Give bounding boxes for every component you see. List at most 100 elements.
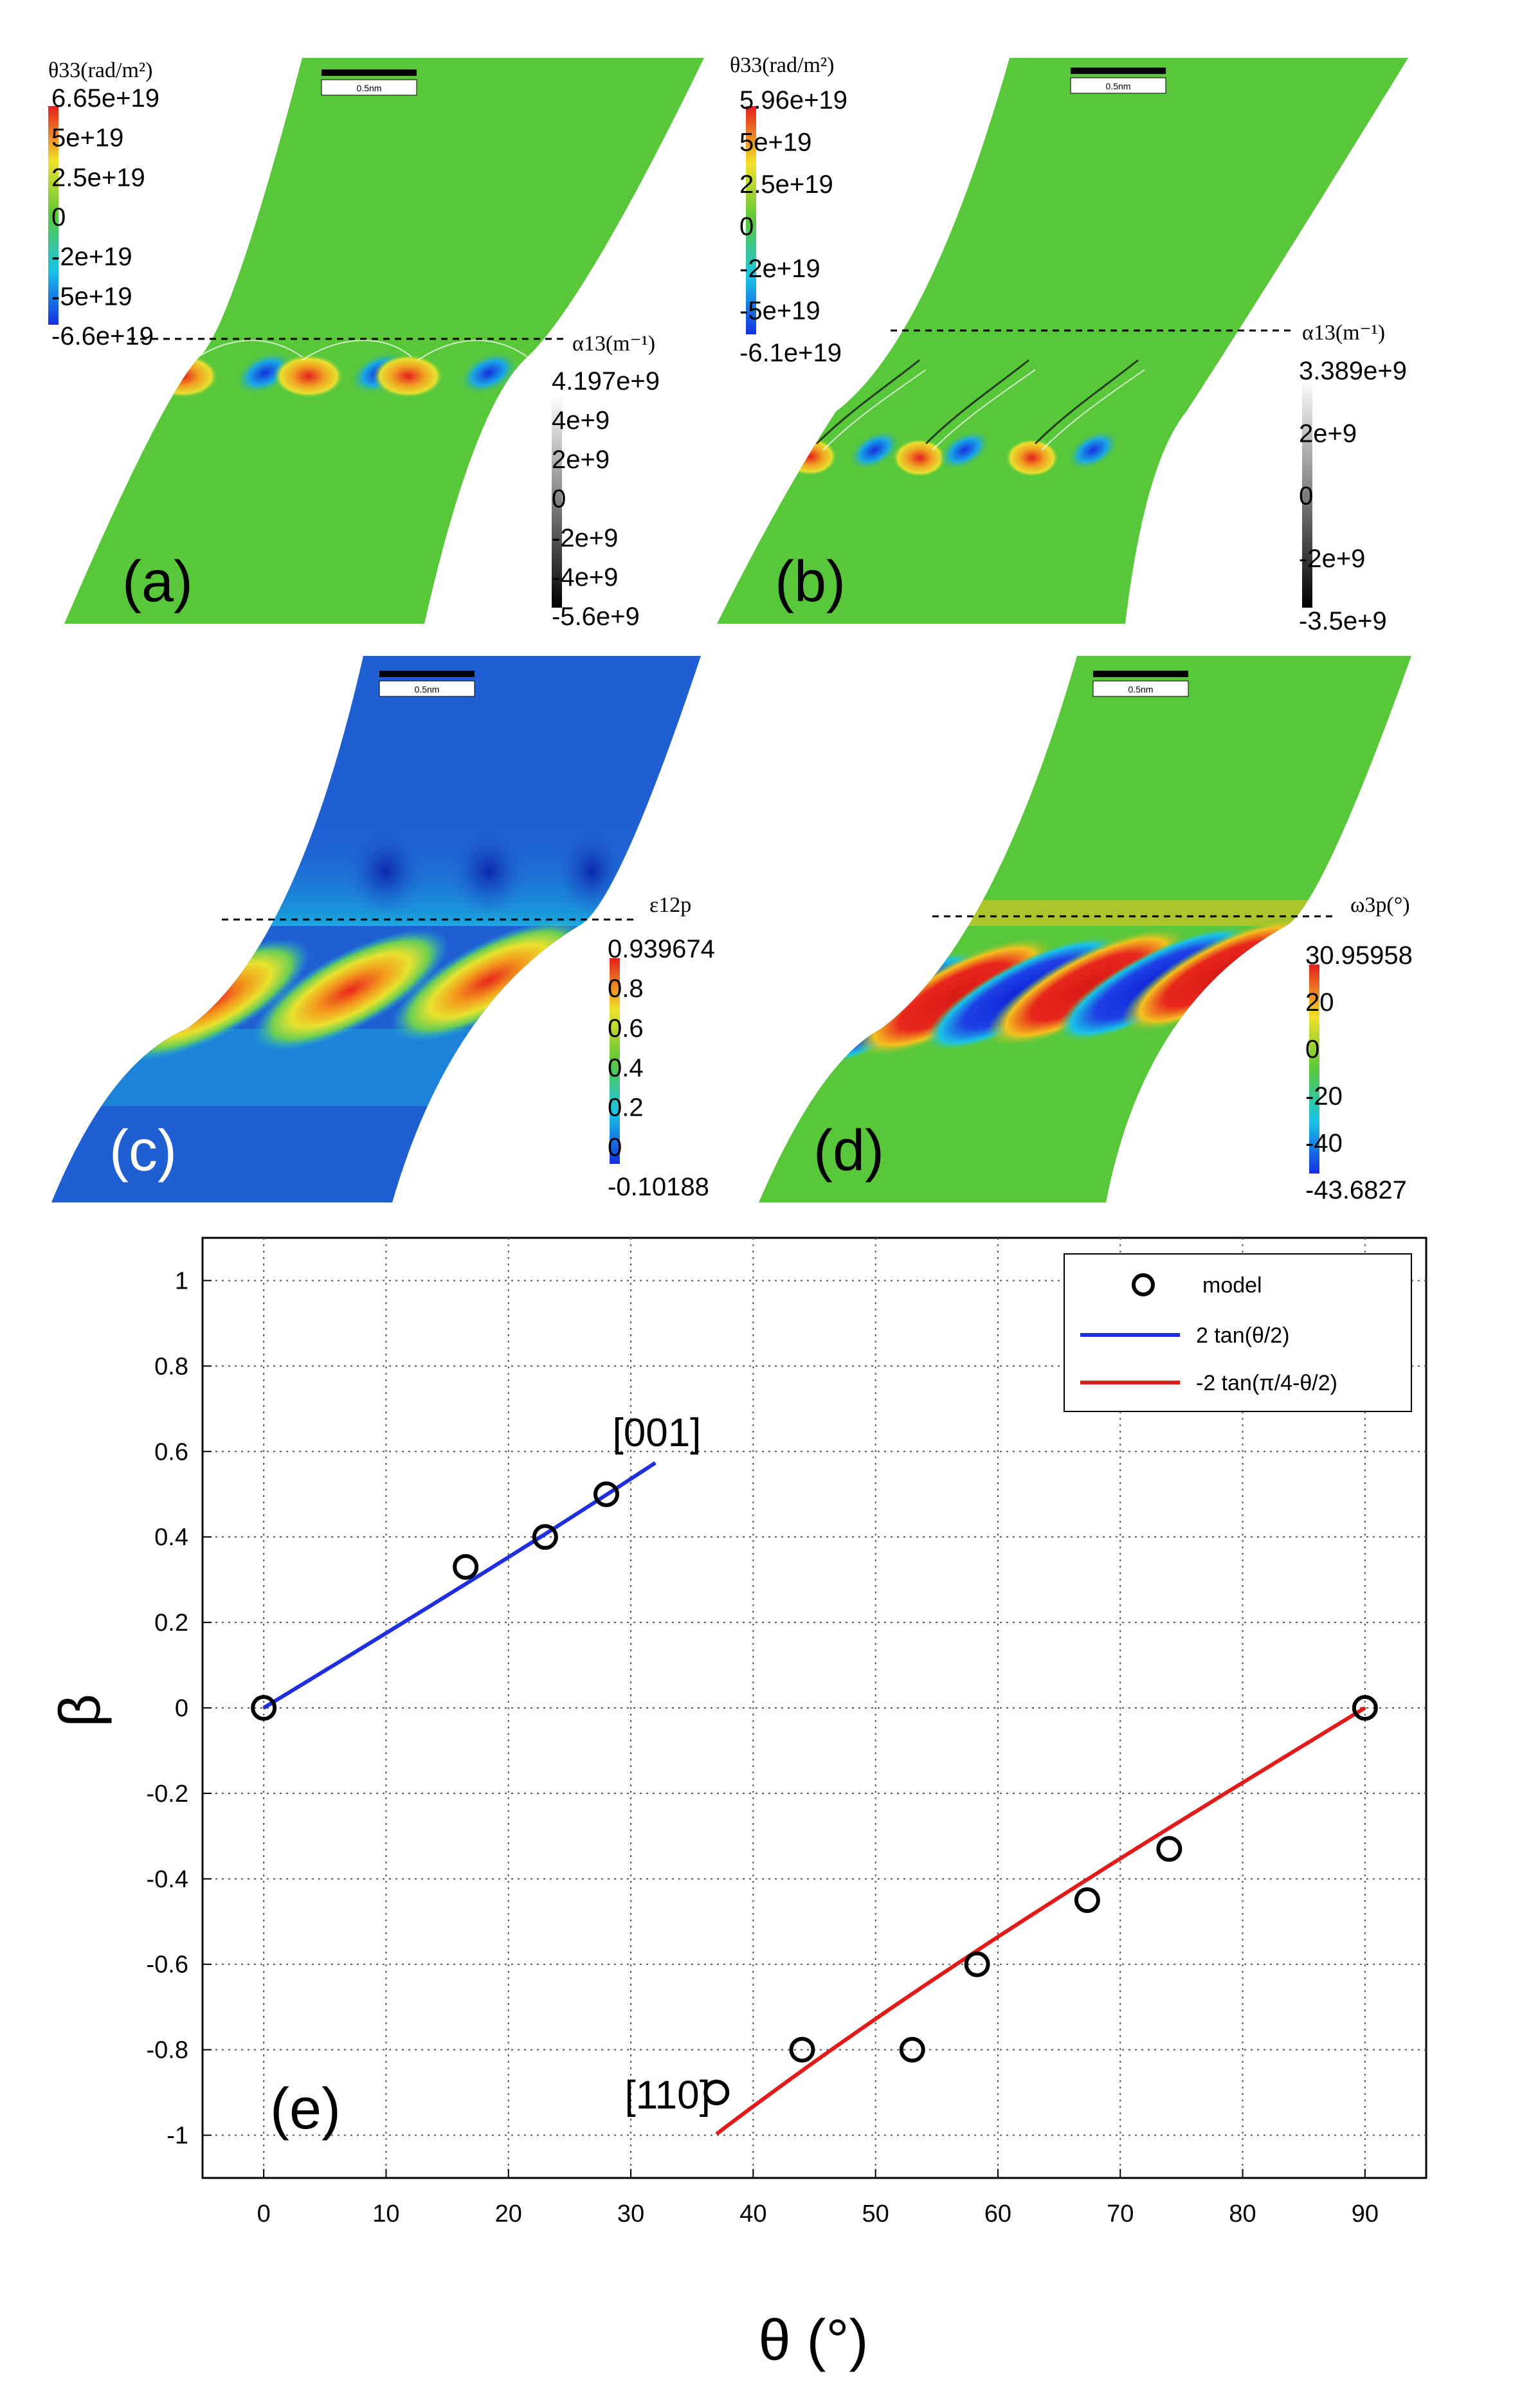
model-point-10	[1352, 1695, 1378, 1721]
y-tick-label-2: 0.6	[154, 1438, 188, 1465]
panel-c-cb-tick-0: 0.939674	[608, 935, 715, 963]
chart-points	[251, 1481, 1378, 2106]
panel-a-scale-label: 0.5nm	[357, 83, 382, 93]
panel-a-cb2-tick-5: -4e+9	[552, 563, 618, 592]
panel-b-cb1-tick-6: -6.1e+19	[739, 339, 842, 367]
panel-b-cb1-ticks: 5.96e+19 5e+19 2.5e+19 0 -2e+19 -5e+19 -6.1e+1…	[739, 86, 847, 367]
panel-b-scale-label: 0.5nm	[1106, 81, 1131, 91]
panel-d-cb-tick-0: 30.95958	[1305, 941, 1413, 970]
x-tick-label-9: 90	[1352, 2200, 1379, 2227]
panel-c: 0.5nm (c) ε12p 0.939674 0.8 0.6 0.4 0.2 0 -0.1…	[51, 656, 715, 1202]
panel-c-cb-tick-6: -0.10188	[608, 1173, 709, 1201]
model-point-9	[1156, 1836, 1182, 1862]
panel-a-cb2-tick-2: 2e+9	[552, 446, 610, 474]
chart-y-ticks: 1 0.8 0.6 0.4 0.2 0 -0.2 -0.4 -0.6 -0.8 -1	[147, 1267, 212, 2150]
chart-annotations: [001] [110]	[613, 1411, 711, 2117]
y-tick-label-7: -0.4	[147, 1866, 188, 1893]
panel-d-cb-title: ω3p(°)	[1350, 893, 1410, 917]
panel-d-cb-tick-1: 20	[1305, 988, 1334, 1017]
model-point-0	[251, 1695, 277, 1721]
legend-model-marker	[1132, 1273, 1155, 1296]
model-point-2	[532, 1524, 558, 1550]
model-point-6	[899, 2036, 925, 2063]
panel-a-cb2-tick-3: 0	[552, 485, 566, 513]
chart-x-label: θ (°)	[759, 2308, 869, 2373]
panel-b-cb2-ticks: 3.389e+9 2e+9 0 -2e+9 -3.5e+9	[1299, 357, 1407, 635]
panel-a-cb1-bar	[48, 106, 59, 325]
panel-d-cb-bar	[1309, 965, 1319, 1174]
model-point-7	[964, 1951, 990, 1977]
model-point-8	[1074, 1887, 1100, 1914]
y-tick-label-8: -0.6	[147, 1952, 188, 1979]
series-line-red	[715, 1706, 1366, 2136]
panel-c-cb-tick-5: 0	[608, 1133, 622, 1161]
panel-a-cb1-tick-1: 5e+19	[51, 124, 123, 152]
panel-a-cb2-ticks: 4.197e+9 4e+9 2e+9 0 -2e+9 -4e+9 -5.6e+9	[552, 367, 660, 631]
panel-b-cb1-tick-1: 5e+19	[739, 129, 811, 157]
panel-c-cb-ticks: 0.939674 0.8 0.6 0.4 0.2 0 -0.10188	[608, 935, 715, 1201]
legend-model-label: model	[1202, 1273, 1262, 1298]
panel-a: 0.5nm (a) θ33(rad/m²) 6.65e+19 5e+19 2.5e+…	[48, 58, 704, 631]
panel-d-cb-ticks: 30.95958 20 0 -20 -40 -43.6827	[1305, 941, 1413, 1204]
panel-a-cb2-tick-1: 4e+9	[552, 406, 610, 435]
panel-c-field	[51, 823, 694, 1106]
x-tick-label-2: 20	[495, 2200, 522, 2227]
panel-b-cb1-tick-4: -2e+19	[739, 255, 820, 283]
x-tick-label-5: 50	[862, 2200, 889, 2227]
panel-a-label: (a)	[122, 550, 193, 614]
panel-c-cb-bar	[610, 958, 620, 1164]
y-tick-label-4: 0.2	[154, 1610, 188, 1637]
annotation-1: [110]	[625, 2073, 711, 2117]
panel-c-cb-tick-4: 0.2	[608, 1094, 644, 1122]
panel-e-chart: 0 10 20 30 40 50 60 70 80 90 1 0.8 0.6 0.4 0.2 0 -0.2 -0…	[48, 1237, 1427, 2373]
y-tick-label-3: 0.4	[154, 1524, 188, 1551]
panel-a-cb1-tick-2: 2.5e+19	[51, 163, 145, 192]
panel-b-label: (b)	[775, 550, 846, 614]
panel-d-cb-tick-2: 0	[1305, 1035, 1319, 1064]
legend-blue-label: 2 tan(θ/2)	[1196, 1323, 1290, 1348]
panel-c-cb-title: ε12p	[649, 893, 691, 917]
y-tick-label-9: -0.8	[147, 2037, 188, 2064]
chart-x-ticks: 0 10 20 30 40 50 60 70 80 90	[257, 2169, 1379, 2227]
panel-c-scale-label: 0.5nm	[415, 684, 440, 694]
annotation-0: [001]	[613, 1411, 702, 1455]
panel-a-cb1-tick-5: -5e+19	[51, 282, 132, 311]
panel-b-cb1-tick-3: 0	[739, 213, 754, 241]
panel-d-scale-label: 0.5nm	[1128, 684, 1154, 694]
panel-b-cb2-bar	[1302, 379, 1312, 608]
panel-b-cb1-tick-2: 2.5e+19	[739, 170, 833, 199]
panel-b-cb1-title: θ33(rad/m²)	[730, 53, 834, 77]
panel-b-cb2-tick-1: 2e+9	[1299, 419, 1357, 448]
y-tick-label-5: 0	[175, 1695, 188, 1722]
panel-c-cb-tick-3: 0.4	[608, 1054, 644, 1082]
panel-b-domain	[717, 58, 1408, 624]
panel-a-cb2-tick-4: -2e+9	[552, 524, 618, 552]
y-tick-label-1: 0.8	[154, 1353, 188, 1380]
panel-a-cb2-tick-0: 4.197e+9	[552, 367, 660, 395]
panel-a-cb1-ticks: 6.65e+19 5e+19 2.5e+19 0 -2e+19 -5e+19 -6.6e+1…	[51, 84, 159, 350]
panel-c-cb-tick-1: 0.8	[608, 975, 644, 1003]
panel-d-cb-tick-4: -40	[1305, 1129, 1343, 1157]
panel-c-domain	[51, 656, 701, 1202]
panel-b-cb2-tick-2: 0	[1299, 482, 1313, 511]
legend-red-label: -2 tan(π/4-θ/2)	[1196, 1371, 1337, 1395]
model-point-4	[703, 2080, 730, 2106]
panel-a-cb1-tick-4: -2e+19	[51, 243, 132, 271]
model-point-5	[789, 2036, 815, 2063]
panel-a-cb2-bar	[552, 395, 562, 608]
chart-panel-label: (e)	[270, 2077, 341, 2141]
panel-c-cb-tick-2: 0.6	[608, 1014, 644, 1042]
chart-lines	[262, 1461, 1366, 2136]
panel-c-scale-bar	[379, 671, 475, 677]
panel-d-domain	[759, 656, 1411, 1202]
panel-b-cb2-title: α13(m⁻¹)	[1302, 321, 1385, 345]
x-tick-label-8: 80	[1229, 2200, 1256, 2227]
panel-a-cb2-tick-6: -5.6e+9	[552, 603, 640, 631]
panel-d-scale-bar	[1093, 671, 1188, 677]
panel-a-cb2-title: α13(m⁻¹)	[572, 332, 655, 356]
panel-c-label: (c)	[109, 1119, 177, 1183]
panel-b-cb2-tick-3: -2e+9	[1299, 545, 1365, 573]
panel-b-cb2-tick-4: -3.5e+9	[1299, 607, 1387, 635]
legend-box	[1064, 1253, 1412, 1412]
y-tick-label-10: -1	[167, 2123, 188, 2150]
